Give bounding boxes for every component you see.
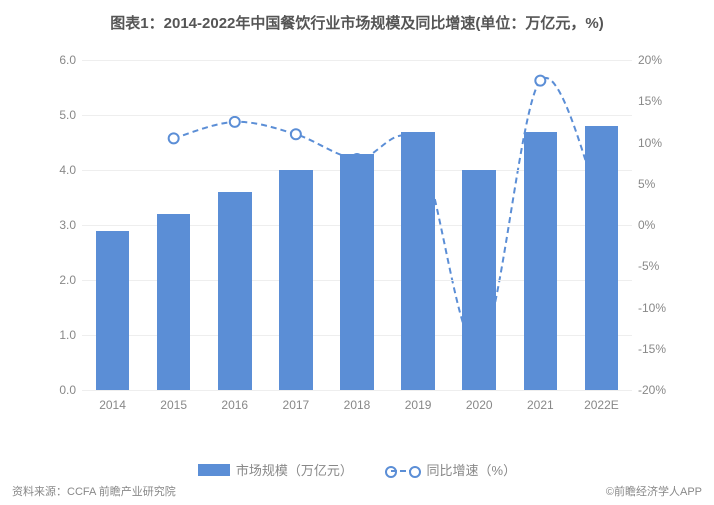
y2-tick: -20% [632, 383, 674, 397]
plot-area: 201420152016201720182019202020212022E [82, 60, 632, 390]
y1-tick: 3.0 [40, 218, 82, 232]
source-label: 资料来源：CCFA 前瞻产业研究院 [12, 483, 176, 499]
y2-tick: 15% [632, 94, 674, 108]
legend-line-label: 同比增速（%） [427, 460, 517, 479]
line-marker [169, 133, 179, 143]
y1-axis: 0.01.02.03.04.05.06.0 [40, 60, 82, 390]
bar [157, 214, 191, 390]
y1-tick: 1.0 [40, 328, 82, 342]
legend-bar-swatch [198, 464, 230, 476]
bar [340, 154, 374, 391]
y2-tick: 0% [632, 218, 674, 232]
bar [585, 126, 619, 390]
y1-tick: 5.0 [40, 108, 82, 122]
bar [462, 170, 496, 390]
x-tick: 2022E [584, 398, 619, 412]
grid-line [82, 60, 632, 61]
legend-line-item: 同比增速（%） [385, 460, 517, 479]
y2-tick: 20% [632, 53, 674, 67]
x-tick: 2019 [405, 398, 432, 412]
line-marker [535, 76, 545, 86]
x-tick: 2018 [344, 398, 371, 412]
y1-tick: 6.0 [40, 53, 82, 67]
y2-tick: -15% [632, 342, 674, 356]
x-tick: 2020 [466, 398, 493, 412]
x-tick: 2016 [221, 398, 248, 412]
copyright-label: ©前瞻经济学人APP [606, 483, 702, 499]
legend-bar-label: 市场规模（万亿元） [236, 460, 353, 479]
bar [96, 231, 130, 391]
chart-title: 图表1：2014-2022年中国餐饮行业市场规模及同比增速(单位：万亿元，%) [0, 0, 714, 33]
grid-line [82, 115, 632, 116]
line-marker [230, 117, 240, 127]
line-marker [291, 129, 301, 139]
y1-tick: 4.0 [40, 163, 82, 177]
x-tick: 2021 [527, 398, 554, 412]
y2-tick: 10% [632, 136, 674, 150]
y2-tick: -10% [632, 301, 674, 315]
y1-tick: 0.0 [40, 383, 82, 397]
grid-line [82, 390, 632, 391]
x-tick: 2017 [283, 398, 310, 412]
chart-area: 0.01.02.03.04.05.06.0 201420152016201720… [40, 50, 674, 430]
bar [401, 132, 435, 391]
y1-tick: 2.0 [40, 273, 82, 287]
legend-bar-item: 市场规模（万亿元） [198, 460, 353, 479]
x-tick: 2014 [99, 398, 126, 412]
legend-line-swatch [385, 464, 421, 476]
bar [279, 170, 313, 390]
x-tick: 2015 [160, 398, 187, 412]
bar [218, 192, 252, 390]
y2-tick: -5% [632, 259, 674, 273]
y2-tick: 5% [632, 177, 674, 191]
y2-axis: -20%-15%-10%-5%0%5%10%15%20% [632, 60, 674, 390]
bar [524, 132, 558, 391]
footer: 资料来源：CCFA 前瞻产业研究院 ©前瞻经济学人APP [12, 483, 702, 499]
legend: 市场规模（万亿元） 同比增速（%） [0, 460, 714, 479]
